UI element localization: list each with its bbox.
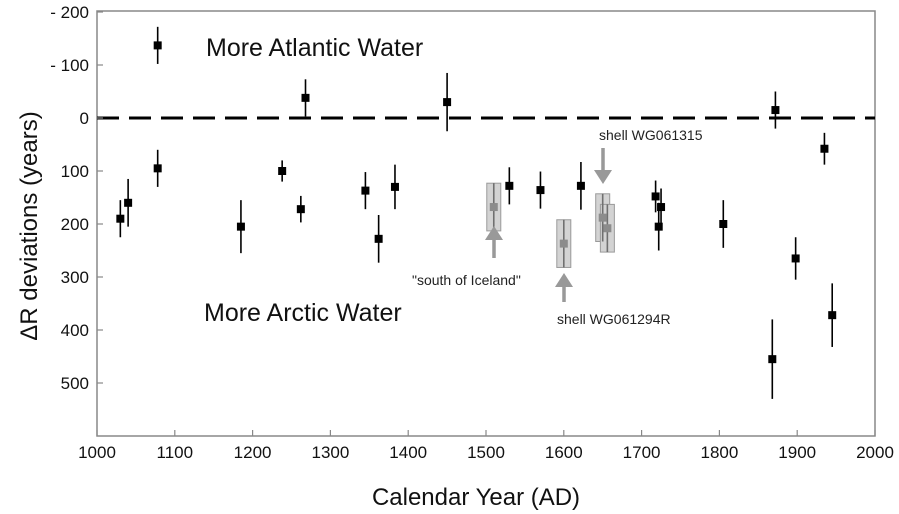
x-tick-label: 2000 (856, 443, 894, 462)
shell-wg061294r-label: shell WG061294R (557, 311, 671, 327)
y-tick-label: 400 (61, 321, 89, 340)
highlighted-data-point (598, 213, 607, 222)
x-axis-title: Calendar Year (AD) (372, 484, 580, 511)
y-axis-ticks: - 200 - 100 0 100 200 300 400 500 (50, 3, 103, 393)
error-bars (119, 26, 834, 399)
data-point (116, 214, 125, 223)
x-tick-label: 1900 (778, 443, 816, 462)
data-point (771, 106, 780, 115)
x-axis-ticks: 1000 1100 1200 1300 1400 1500 1600 1700 1800 1900… (78, 430, 894, 462)
y-axis-title: ΔR deviations (years) (16, 111, 43, 340)
arrow-south-of-iceland (485, 226, 503, 258)
data-point (390, 182, 399, 191)
data-point (657, 203, 666, 212)
data-point (505, 181, 514, 190)
data-point (719, 220, 728, 228)
y-tick-label: 300 (61, 268, 89, 287)
highlight-boxes (486, 182, 615, 268)
arrow-shell-wg061315 (594, 148, 612, 184)
data-point (301, 93, 310, 102)
data-point (374, 234, 383, 243)
shell-wg061315-label: shell WG061315 (599, 127, 703, 143)
x-tick-label: 1800 (700, 443, 738, 462)
atlantic-water-label: More Atlantic Water (206, 34, 423, 62)
data-point (791, 254, 800, 263)
y-tick-label: 500 (61, 374, 89, 393)
data-point (536, 186, 545, 195)
x-tick-label: 1500 (467, 443, 505, 462)
arrow-shell-wg061294r (555, 273, 573, 302)
y-tick-label: 200 (61, 215, 89, 234)
highlighted-data-point (603, 224, 612, 233)
data-point (361, 186, 370, 195)
data-point (153, 164, 162, 173)
x-tick-label: 1400 (389, 443, 427, 462)
y-tick-label: - 100 (50, 56, 89, 75)
data-point (296, 205, 305, 214)
y-tick-label: 100 (61, 162, 89, 181)
data-point (236, 222, 245, 231)
data-point (768, 355, 777, 364)
highlighted-data-point (559, 239, 568, 248)
south-of-iceland-label: "south of Iceland" (412, 272, 521, 288)
x-tick-label: 1100 (157, 443, 194, 462)
data-point (576, 181, 585, 190)
data-point (654, 222, 663, 231)
plot-frame (96, 10, 876, 437)
data-point (153, 41, 162, 50)
highlighted-data-point (489, 203, 498, 212)
data-point (820, 144, 829, 153)
y-tick-label: - 200 (50, 3, 89, 22)
y-tick-label: 0 (80, 109, 89, 128)
x-tick-label: 1300 (311, 443, 349, 462)
data-point (443, 98, 452, 107)
arctic-water-label: More Arctic Water (204, 299, 402, 327)
x-tick-label: 1700 (623, 443, 661, 462)
data-point (124, 198, 133, 207)
data-points (116, 41, 837, 364)
data-point (278, 167, 287, 175)
x-tick-label: 1000 (78, 443, 116, 462)
data-point (651, 192, 660, 201)
data-point (828, 311, 837, 320)
x-tick-label: 1600 (545, 443, 583, 462)
x-tick-label: 1200 (234, 443, 272, 462)
